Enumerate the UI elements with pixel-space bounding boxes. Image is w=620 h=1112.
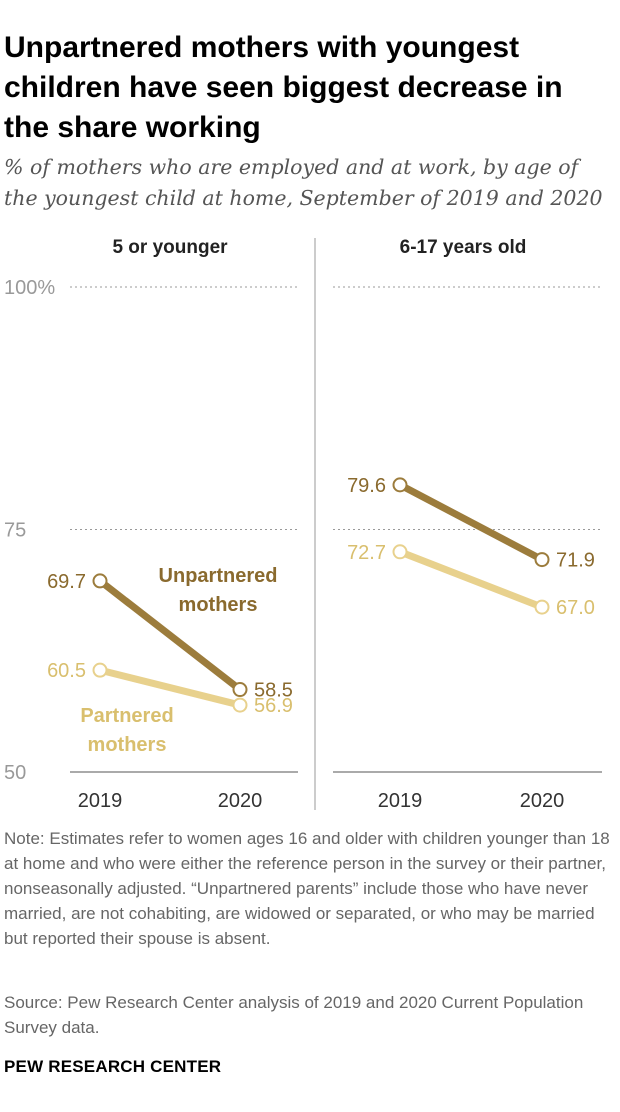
data-label-unpartnered: 69.7 <box>47 571 86 593</box>
chart-note: Note: Estimates refer to women ages 16 a… <box>4 829 610 948</box>
data-point-partnered <box>392 544 408 560</box>
chart-source: Source: Pew Research Center analysis of … <box>4 993 584 1037</box>
data-point-unpartnered <box>534 552 550 568</box>
data-label-partnered: 72.7 <box>347 542 386 564</box>
data-label-partnered: 60.5 <box>47 660 86 682</box>
series-line-partnered <box>99 666 241 709</box>
data-point-partnered <box>232 697 248 713</box>
x-tick-label: 2019 <box>78 790 123 812</box>
data-point-unpartnered <box>92 573 108 589</box>
series-annotation-unpartnered: Unpartnered <box>159 565 278 587</box>
y-tick-label: 100% <box>4 277 55 299</box>
chart: 100% 75 50 5 or younger 2019 2020 60.5 56.9 69.7… <box>4 237 602 812</box>
x-tick-label: 2020 <box>218 790 263 812</box>
data-point-unpartnered <box>392 477 408 493</box>
data-label-partnered: 67.0 <box>556 597 595 619</box>
chart-subtitle: % of mothers who are employed and at wor… <box>4 155 603 210</box>
data-point-partnered <box>534 599 550 615</box>
series-line-unpartnered <box>97 578 243 693</box>
series-annotation-partnered: mothers <box>88 734 167 756</box>
series-annotation-unpartnered: mothers <box>179 594 258 616</box>
brand-logo-text: PEW RESEARCH CENTER <box>4 1057 222 1076</box>
series-annotation-partnered: Partnered <box>80 705 173 727</box>
data-point-partnered <box>92 662 108 678</box>
panel-title: 6-17 years old <box>400 237 527 258</box>
panel-title: 5 or younger <box>112 237 228 258</box>
series-line-unpartnered <box>398 481 544 563</box>
data-label-unpartnered: 58.5 <box>254 680 293 702</box>
series-line-partnered <box>398 548 544 611</box>
data-point-unpartnered <box>232 682 248 698</box>
chart-title: Unpartnered mothers with youngest childr… <box>4 31 563 144</box>
data-label-partnered: 56.9 <box>254 695 293 717</box>
x-tick-label: 2019 <box>378 790 423 812</box>
y-tick-label: 50 <box>4 762 26 784</box>
data-label-unpartnered: 79.6 <box>347 475 386 497</box>
data-label-unpartnered: 71.9 <box>556 550 595 572</box>
y-tick-label: 75 <box>4 520 26 542</box>
x-tick-label: 2020 <box>520 790 565 812</box>
